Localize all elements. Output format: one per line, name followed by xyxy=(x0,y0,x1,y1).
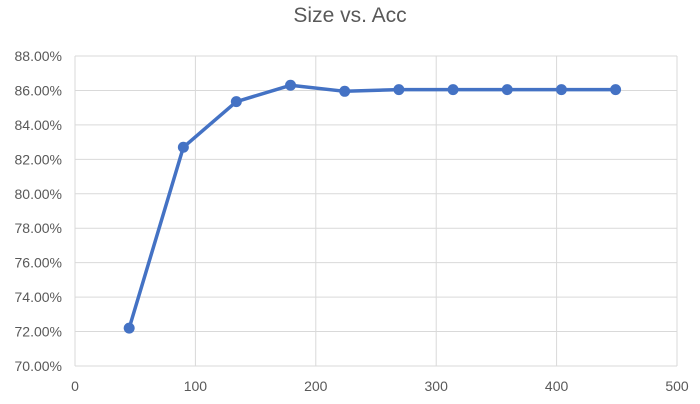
data-point xyxy=(393,84,405,96)
vertical-gridlines xyxy=(74,56,678,366)
y-tick-label: 74.00% xyxy=(15,289,62,305)
y-tick-label: 80.00% xyxy=(15,186,62,202)
x-tick-label: 100 xyxy=(184,378,208,394)
y-tick-label: 70.00% xyxy=(15,358,62,374)
x-tick-label: 200 xyxy=(304,378,328,394)
data-point xyxy=(610,84,622,96)
y-tick-label: 88.00% xyxy=(15,48,62,64)
chart-title: Size vs. Acc xyxy=(293,4,407,27)
x-axis-tick-labels: 0 100 200 300 400 500 xyxy=(71,378,689,394)
data-point xyxy=(501,84,513,96)
y-tick-label: 72.00% xyxy=(15,324,62,340)
data-point xyxy=(339,85,351,97)
x-tick-label: 300 xyxy=(425,378,449,394)
x-tick-label: 500 xyxy=(665,378,689,394)
series-points xyxy=(123,79,622,334)
y-tick-label: 78.00% xyxy=(15,220,62,236)
data-point xyxy=(447,84,459,96)
series-line xyxy=(127,83,618,330)
y-axis-tick-labels: 70.00% 72.00% 74.00% 76.00% 78.00% 80.00% 82.0… xyxy=(15,48,62,374)
y-tick-label: 84.00% xyxy=(15,117,62,133)
x-tick-label: 400 xyxy=(545,378,569,394)
data-point xyxy=(285,79,297,91)
data-point xyxy=(555,84,567,96)
data-point xyxy=(123,322,135,334)
data-point xyxy=(230,96,242,108)
y-tick-label: 76.00% xyxy=(15,255,62,271)
y-tick-label: 82.00% xyxy=(15,151,62,167)
series-lines xyxy=(127,83,618,330)
y-tick-label: 86.00% xyxy=(15,82,62,98)
data-point xyxy=(177,141,189,153)
x-tick-label: 0 xyxy=(71,378,79,394)
